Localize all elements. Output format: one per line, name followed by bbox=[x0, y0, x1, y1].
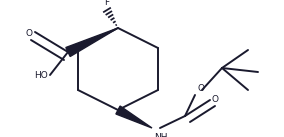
Text: F: F bbox=[105, 0, 110, 7]
Polygon shape bbox=[66, 28, 118, 56]
Text: O: O bbox=[212, 95, 219, 105]
Text: O: O bbox=[197, 84, 204, 93]
Polygon shape bbox=[116, 106, 152, 128]
Text: O: O bbox=[26, 28, 33, 38]
Text: NH: NH bbox=[154, 133, 168, 137]
Text: HO: HO bbox=[34, 71, 48, 79]
